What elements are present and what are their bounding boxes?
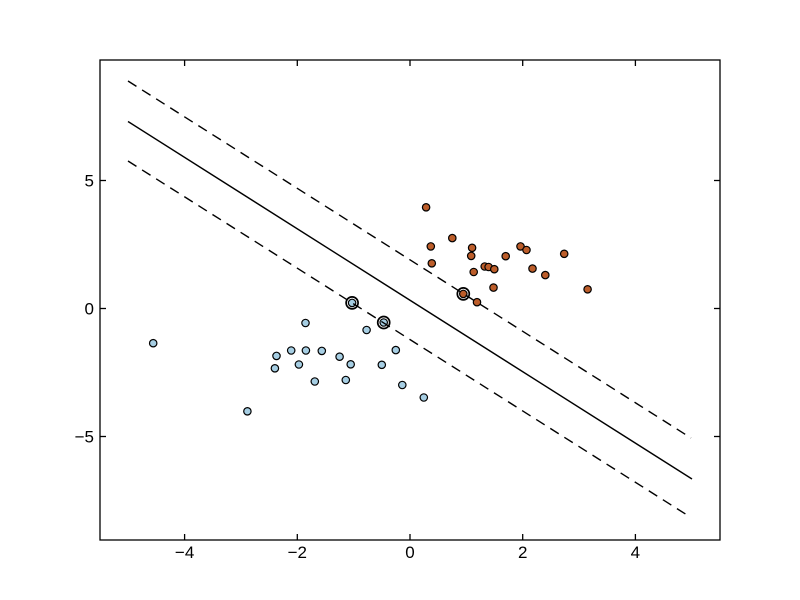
- svg-text:−2: −2: [288, 543, 307, 562]
- svg-text:−4: −4: [175, 543, 194, 562]
- svg-text:5: 5: [85, 172, 94, 191]
- svg-text:−5: −5: [75, 428, 94, 447]
- svg-text:0: 0: [405, 543, 414, 562]
- svg-text:0: 0: [85, 300, 94, 319]
- svg-text:2: 2: [518, 543, 527, 562]
- svg-text:4: 4: [631, 543, 640, 562]
